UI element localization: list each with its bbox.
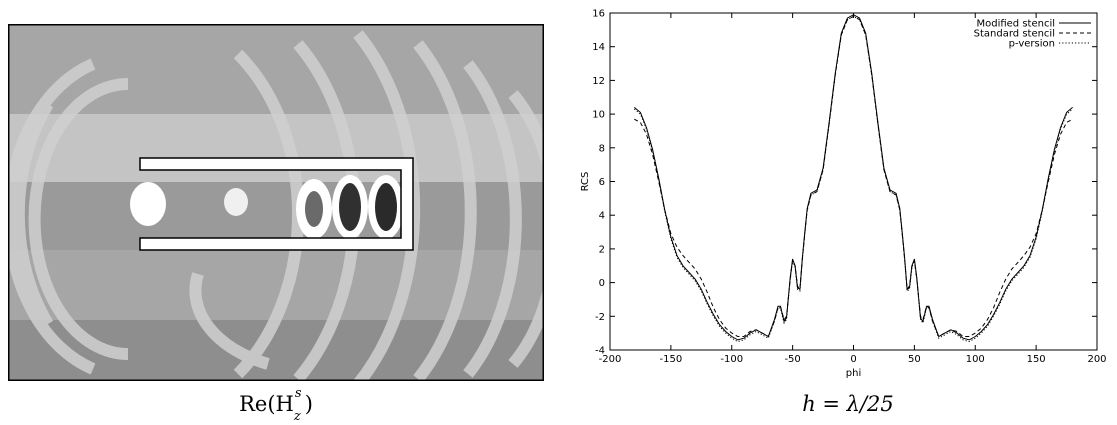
x-tick-label: 200: [1087, 354, 1106, 365]
field-contour-plot: [8, 24, 544, 381]
series-line-1: [633, 14, 1073, 341]
legend-label-3: p-version: [1009, 39, 1055, 50]
plot-frame: [609, 12, 1098, 351]
field-peak-white-2: [224, 188, 248, 216]
chart-caption: h = λ/25: [802, 392, 894, 416]
field-ring-3-inner: [375, 183, 397, 231]
y-tick-label: 12: [592, 76, 605, 87]
field-caption-close: ): [304, 392, 313, 416]
series-line-2: [634, 15, 1073, 338]
x-tick-label: 50: [908, 354, 921, 365]
x-tick-label: -100: [720, 354, 743, 365]
x-tick-label: 100: [966, 354, 985, 365]
legend-label-2: Standard stencil: [974, 29, 1055, 40]
x-axis-label: phi: [846, 368, 861, 379]
y-tick-label: 4: [599, 211, 605, 222]
x-tick-label: -50: [784, 354, 800, 365]
rcs-chart: -200 -150 -100 -50 0 50 100 150 200 -4 -2 0 2 4 6 8 10 12…: [580, 9, 1107, 380]
legend-label-1: Modified stencil: [976, 19, 1055, 30]
y-tick-label: 0: [599, 278, 605, 289]
field-ring-1-inner: [305, 191, 323, 227]
y-axis-label: RCS: [580, 172, 591, 192]
y-tick-label: 8: [599, 143, 605, 154]
y-tick-label: 16: [592, 9, 605, 20]
scatterer-outline: [139, 157, 414, 251]
x-tick-label: -150: [660, 354, 683, 365]
field-caption-sub: z: [293, 409, 301, 425]
field-plot-caption: Re(H s z): [176, 386, 376, 424]
field-frame: [8, 24, 544, 381]
x-tick-label: 0: [850, 354, 856, 365]
y-tick-label: 10: [592, 110, 605, 121]
y-tick-label: -2: [595, 312, 605, 323]
field-peak-white-1: [130, 182, 166, 226]
field-ring-2-inner: [339, 183, 361, 231]
field-caption-sup: s: [294, 386, 302, 401]
x-tick-label: 150: [1027, 354, 1046, 365]
field-caption-base: Re(H: [239, 392, 294, 416]
x-tick-label: -200: [599, 354, 622, 365]
y-tick-label: 6: [599, 177, 605, 188]
y-tick-label: 14: [592, 42, 605, 53]
y-tick-label: 2: [599, 244, 605, 255]
y-tick-label: -4: [595, 346, 605, 357]
series-line-3: [633, 15, 1073, 343]
